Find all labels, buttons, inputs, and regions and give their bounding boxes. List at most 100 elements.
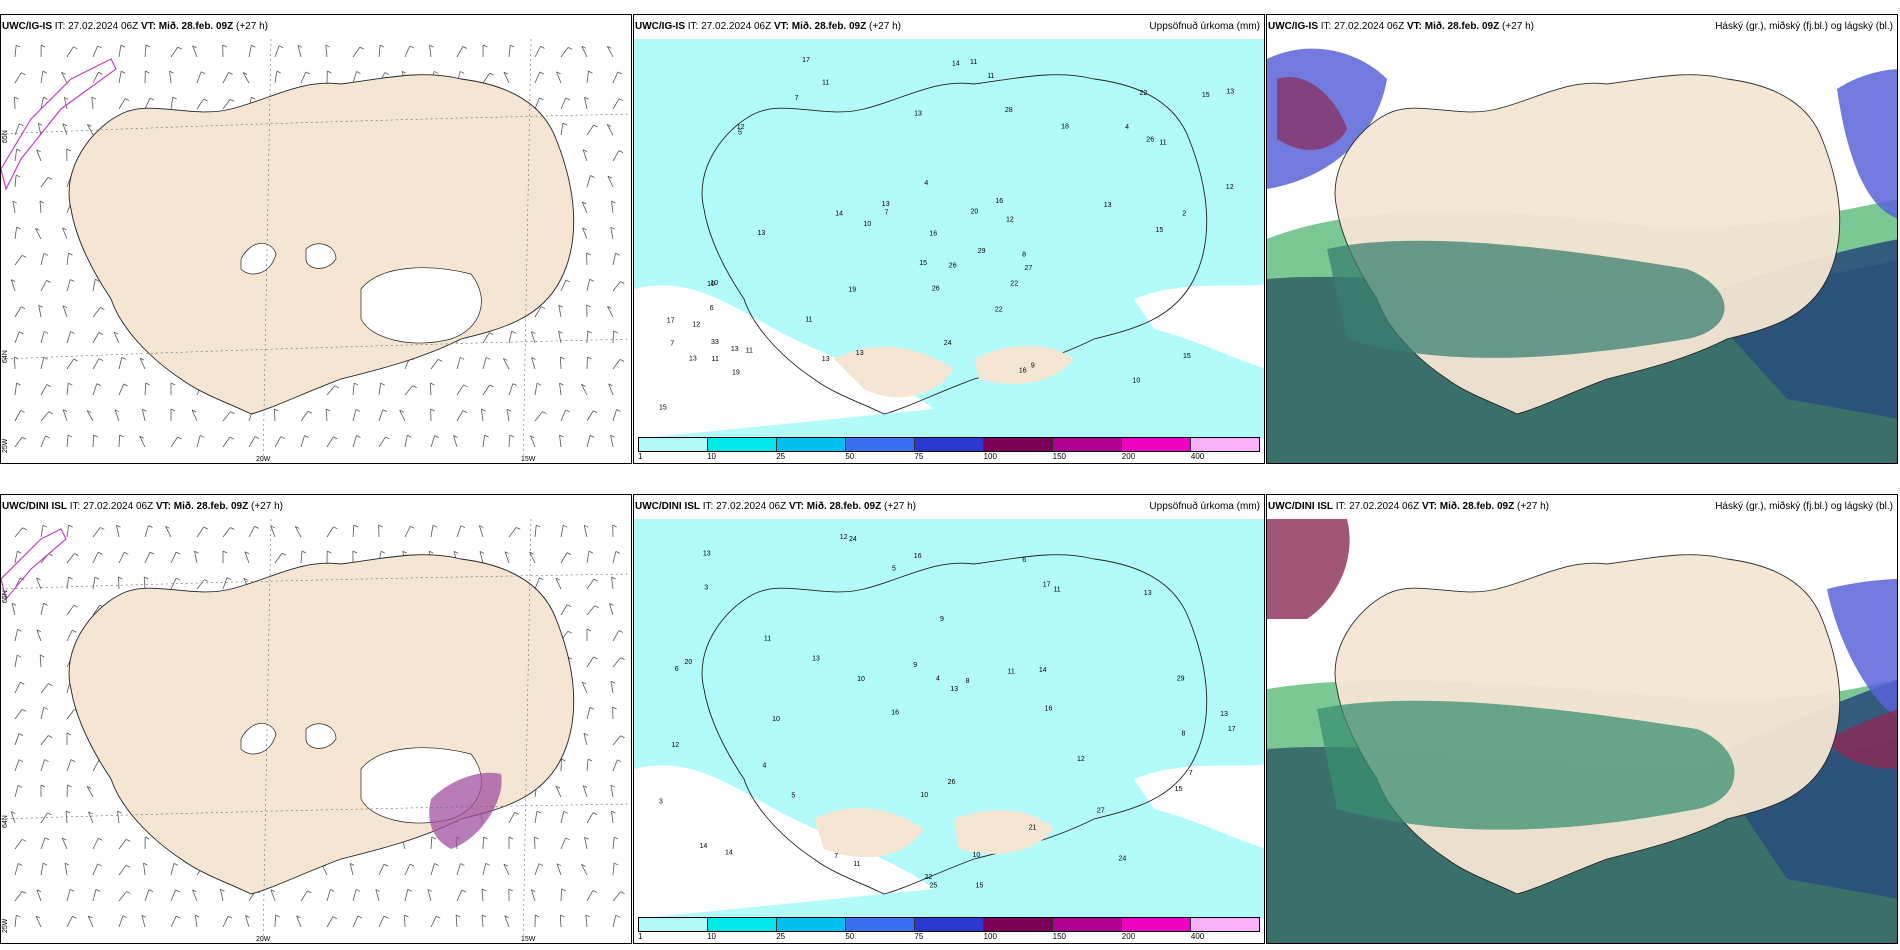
wind-barb-tick (483, 836, 488, 840)
precip-title: Uppsöfnuð úrkoma (mm) (1149, 21, 1260, 32)
wind-barb (560, 97, 567, 110)
wind-barb-tick (619, 358, 625, 362)
mid-cloud (1827, 579, 1897, 718)
wind-barb (326, 385, 336, 396)
wind-barb (300, 551, 303, 564)
wind-barb (248, 436, 256, 448)
wind-barb-tick (460, 863, 465, 866)
wind-barb (61, 72, 68, 84)
precip-value: 11 (1053, 587, 1060, 594)
dry-area (834, 346, 954, 398)
precip-value: 19 (732, 370, 740, 377)
wind-barb (86, 786, 94, 798)
wind-barb-tick (14, 356, 19, 360)
wind-barb-tick (64, 862, 70, 866)
colorbar-tick: 50 (845, 452, 855, 461)
wind-barb (118, 434, 121, 448)
wind-barb (118, 576, 120, 590)
wind-barb-tick (613, 836, 619, 840)
wind-barb-tick (124, 551, 129, 555)
wind-barb (610, 227, 614, 240)
wind-barb (66, 759, 72, 772)
wind-barb (273, 408, 276, 422)
wind-barb-tick (612, 706, 617, 710)
wind-barb-tick (615, 252, 620, 256)
precip-map: 6 5 4 3 10 11 12 13 14 13 11 12 9 10 8 14 16 7 22 29 26 24 15 2… (634, 519, 1264, 919)
wind-barb-tick (230, 411, 235, 414)
wind-barb-tick (117, 810, 122, 814)
wind-barb-tick (620, 657, 625, 661)
wind-barb (586, 551, 590, 564)
wind-barb-tick (462, 410, 468, 413)
wind-barb-tick (18, 863, 23, 866)
colorbar-tick: 100 (983, 452, 997, 461)
wind-barb-tick (540, 306, 546, 310)
wind-barb-tick (608, 383, 613, 387)
wind-barb-tick (412, 385, 417, 389)
wind-barb-tick (22, 709, 27, 712)
wind-barb-tick (96, 383, 101, 386)
precip-value: 14 (1039, 667, 1047, 674)
wind-barb (66, 331, 71, 344)
colorbar-tick: 200 (1121, 932, 1136, 941)
colorbar-tick: 1 (638, 452, 643, 461)
wind-barb (612, 359, 621, 370)
wind-barb (482, 836, 484, 850)
wind-barb-tick (98, 551, 103, 555)
wind-barb (349, 863, 354, 876)
precip-value: 20 (685, 659, 693, 666)
precip-value: 11 (764, 636, 771, 643)
wind-barb (612, 71, 619, 84)
wind-barb-tick (555, 785, 561, 789)
colorbar-tick: 25 (776, 452, 786, 461)
precip-value: 12 (1226, 184, 1234, 191)
wind-barb-tick (565, 97, 570, 101)
wind-barb (11, 603, 16, 616)
wind-barb-tick (204, 579, 209, 582)
precip-value: 11 (746, 348, 753, 355)
lat-label: 64N (2, 815, 9, 828)
precip-value: 10 (1133, 377, 1141, 384)
wind-barb-tick (581, 45, 586, 49)
wind-barb (300, 435, 305, 448)
wind-barb-tick (610, 434, 615, 438)
precip-value: 17 (1043, 582, 1051, 589)
wind-barb (611, 811, 614, 824)
wind-barb (612, 281, 621, 292)
wind-barb-tick (460, 71, 465, 74)
colorbar-cell (639, 918, 708, 931)
wind-barb (530, 889, 536, 902)
wind-barb-tick (330, 889, 335, 892)
wind-barb (118, 891, 127, 902)
wind-barb-tick (46, 384, 52, 387)
wind-barb-tick (378, 524, 383, 528)
precip-value: 6 (675, 666, 679, 673)
wind-barb (36, 629, 42, 642)
wind-barb (14, 331, 20, 344)
precip-value: 12 (840, 534, 848, 541)
wind-barb (66, 630, 73, 642)
wind-barb-tick (141, 915, 147, 918)
wind-barb (508, 331, 513, 344)
wind-barb (92, 760, 100, 772)
wind-barb (139, 357, 146, 370)
wind-barb (40, 253, 45, 266)
precip-value: 6 (710, 305, 714, 312)
wind-barb-tick (307, 890, 312, 894)
wind-barb-tick (430, 408, 435, 412)
wind-barb-tick (126, 891, 131, 894)
wind-barb-tick (539, 577, 544, 581)
precip-value: 10 (857, 676, 865, 683)
wind-barb-tick (567, 630, 573, 634)
wind-barb-tick (436, 915, 441, 919)
wind-barb (170, 863, 175, 876)
wind-barb-tick (251, 44, 256, 48)
wind-barb-tick (609, 603, 614, 606)
wind-barb-tick (607, 46, 612, 49)
precip-value: 11 (712, 356, 719, 363)
wind-map-panel-bottom: UWC/DINI ISL IT: 27.02.2024 06Z VT: Mið.… (0, 494, 632, 944)
wind-barb (274, 436, 282, 448)
wind-barb-tick (536, 810, 542, 814)
wind-barb-tick (460, 525, 466, 529)
wind-barb-tick (434, 71, 439, 74)
